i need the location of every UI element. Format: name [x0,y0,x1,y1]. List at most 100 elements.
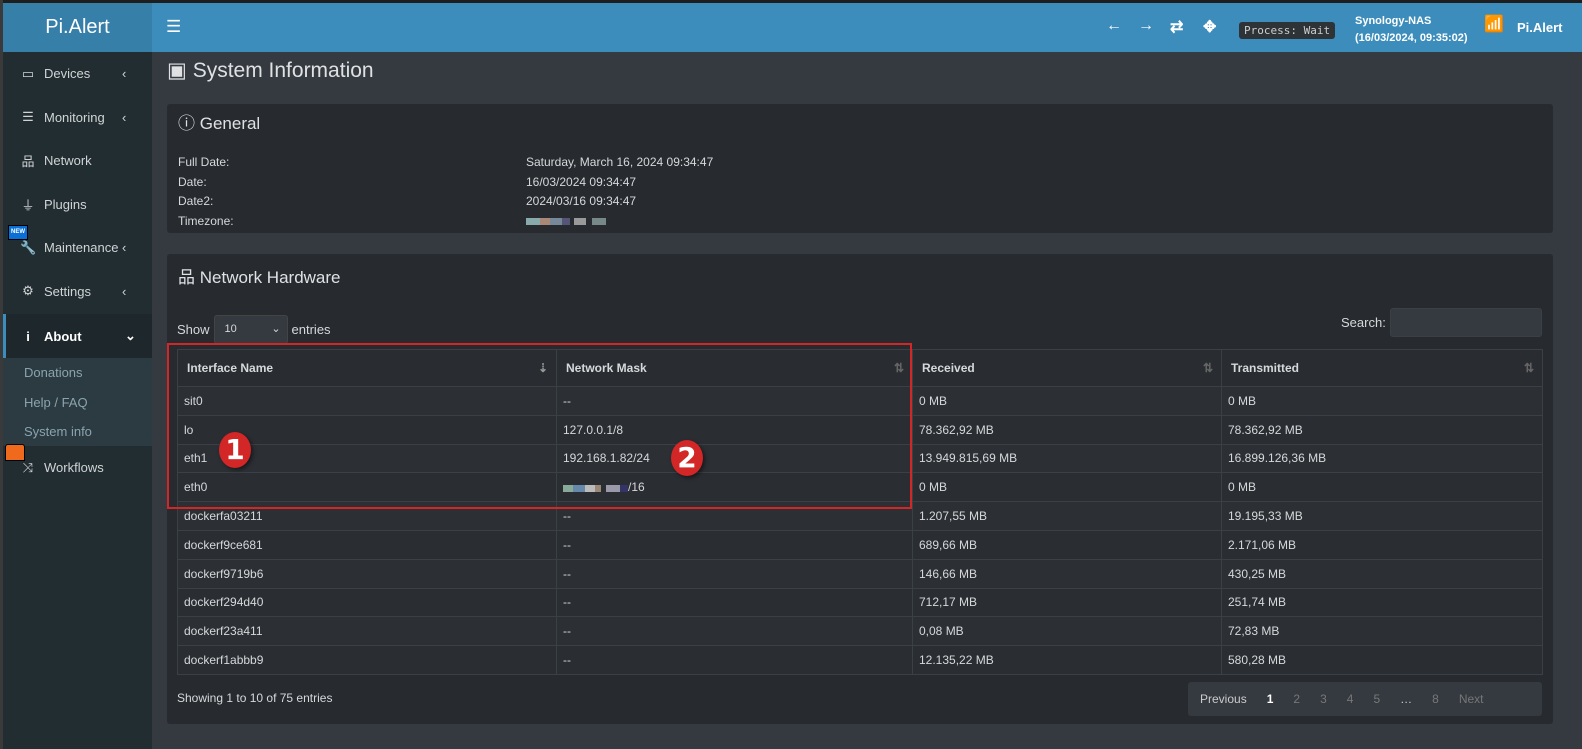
table-cell: 0 MB [912,472,1222,503]
search-label: Search: [1341,315,1386,330]
cell-text: 580,28 MB [1228,653,1287,668]
submenu-donations[interactable]: Donations [24,365,83,380]
submenu-system-info[interactable]: System info [24,424,92,439]
col-network-mask[interactable]: Network Mask ⇅ [556,349,913,387]
redacted-timezone [526,212,606,232]
back-arrow-icon[interactable]: ← [1106,17,1122,34]
kv-value: 16/03/2024 09:34:47 [526,174,637,189]
table-header-row: Interface Name ⇣ Network Mask ⇅ Received ⇅ … [177,349,1543,387]
table-cell: 251,74 MB [1221,587,1543,618]
sidebar-item-maintenance[interactable]: 🔧 Maintenance ‹ [3,226,152,269]
sidebar-item-plugins[interactable]: ⏚ Plugins [3,183,152,226]
info-icon: i [26,328,30,344]
cell-text: 127.0.0.1/8 [563,422,624,437]
about-submenu: Donations Help / FAQ System info [3,358,152,446]
pager-page[interactable]: 1 [1266,692,1274,706]
cell-text: /16 [628,480,645,495]
kv-label: Date2: [178,194,214,208]
sidebar-item-about[interactable]: i About ⌄ [3,314,152,358]
move-arrows-icon[interactable]: ✥ [1203,19,1217,36]
sidebar-item-monitoring[interactable]: ☰ Monitoring ‹ [3,96,152,139]
page-title-text: System Information [192,59,374,82]
sidebar-item-devices[interactable]: ▭ Devices ‹ [3,52,152,95]
cell-text: 712,17 MB [919,595,978,610]
cell-text: dockerf9719b6 [184,566,264,581]
cell-text: dockerf294d40 [184,595,264,610]
sidebar-item-workflows[interactable]: ⤨ Workflows [3,446,152,489]
laptop-icon: ▭ [21,65,35,81]
reload-icon[interactable]: ⇄ [1170,19,1184,36]
page-size-value: 10 [224,323,237,335]
cell-text: 0 MB [1228,393,1257,408]
pager-page[interactable]: 5 [1373,692,1381,706]
menu-toggle-icon[interactable]: ☰ [166,17,182,36]
table-cell: 0,08 MB [912,616,1222,647]
table-cell: dockerfa03211 [177,501,557,531]
cell-text: 146,66 MB [919,566,978,581]
cell-text: eth0 [184,480,208,495]
sidebar-item-settings[interactable]: ⚙ Settings ‹ [3,270,152,313]
col-received[interactable]: Received ⇅ [912,349,1222,387]
pager-next[interactable]: Next [1458,692,1484,706]
chevron-left-icon: ‹ [122,66,127,81]
table-cell: dockerf9719b6 [177,558,557,589]
cell-text: -- [563,566,571,581]
general-title-text: General [199,114,261,133]
cell-text: 192.168.1.82/24 [563,451,650,466]
table-cell: 12.135,22 MB [912,645,1222,675]
sidebar-item-label: Monitoring [44,109,105,125]
pager-page[interactable]: 3 [1320,692,1327,706]
highlight-box [167,343,912,509]
new-badge: NEW [8,225,28,240]
col-interface-name[interactable]: Interface Name ⇣ [177,349,557,387]
app-logo[interactable]: Pi.Alert [3,3,152,52]
cell-text: 1.207,55 MB [919,509,988,524]
chart-icon: ☰ [22,109,34,124]
sidebar: ▭ Devices ‹ ☰ Monitoring ‹ 品 Network ⏚ Plugins… [3,52,152,749]
submenu-help-faq[interactable]: Help / FAQ [24,394,88,410]
cell-text: 12.135,22 MB [919,653,994,668]
kv-row: Date: 16/03/2024 09:34:47 [178,173,636,193]
table-cell: 16.899.126,36 MB [1221,443,1543,474]
forward-arrow-icon[interactable]: → [1138,17,1154,34]
table-cell: -- [556,587,913,618]
sort-icon: ⇅ [893,361,904,375]
window-border [0,0,1582,3]
network-title-text: Network Hardware [199,268,341,287]
page-size-select[interactable]: 10 ⌄ [213,315,288,344]
pager-page[interactable]: 8 [1432,692,1439,706]
sitemap-icon: 品 [21,154,35,169]
table-cell: dockerf9ce681 [177,529,557,560]
sort-icon: ⇅ [1523,361,1534,375]
user-brand[interactable]: Pi.Alert [1517,20,1563,35]
cell-text: 19.195,33 MB [1228,509,1303,524]
table-cell: 430,25 MB [1221,558,1543,589]
network-hardware-box: 品 Network Hardware Show 10 ⌄ entries Sear… [167,254,1553,724]
table-cell: /16 [556,472,913,503]
cell-text: lo [184,422,194,437]
cell-text: -- [563,537,571,552]
table-cell: 19.195,33 MB [1221,501,1543,531]
pager-previous[interactable]: Previous [1200,692,1247,706]
info-circle-icon: ⓘ [178,114,195,133]
cell-text: dockerfa03211 [184,509,263,524]
cell-text: 0 MB [919,480,948,495]
cell-text: -- [563,595,571,610]
table-cell: 580,28 MB [1221,645,1543,675]
cell-text: -- [563,393,571,408]
cell-text: dockerf9ce681 [184,537,263,552]
sidebar-item-network[interactable]: 品 Network [3,139,152,182]
sidebar-item-label: Network [44,153,92,168]
col-transmitted[interactable]: Transmitted ⇅ [1221,349,1543,387]
sitemap-icon: 品 [178,268,195,287]
search-input[interactable] [1390,308,1542,337]
cell-text: 2.171,06 MB [1228,537,1297,552]
page-length: Show 10 ⌄ entries [177,315,331,344]
table-cell: 0 MB [1221,472,1543,503]
table-cell: 689,66 MB [912,529,1222,560]
kv-value: 2024/03/16 09:34:47 [526,194,637,208]
cell-text: 0,08 MB [919,624,964,639]
app-title: Pi.Alert [45,16,110,38]
pager-page[interactable]: 2 [1293,692,1301,706]
pager-page[interactable]: 4 [1346,692,1354,706]
